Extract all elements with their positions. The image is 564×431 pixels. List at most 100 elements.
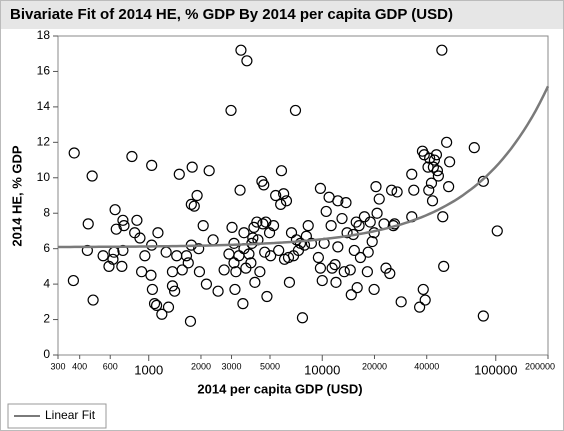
y-tick-label: 8: [43, 205, 50, 219]
x-tick-label: 10000: [304, 362, 340, 377]
point: [344, 264, 356, 276]
point: [243, 248, 255, 260]
point: [316, 274, 328, 287]
point: [305, 237, 318, 249]
point: [385, 184, 398, 196]
point: [425, 177, 438, 189]
point: [212, 285, 224, 297]
point: [332, 195, 344, 207]
point: [156, 308, 168, 320]
point: [354, 251, 367, 264]
point: [370, 181, 382, 193]
chart-title: Bivariate Fit of 2014 HE, % GDP By 2014 …: [10, 6, 453, 23]
point: [116, 260, 128, 272]
x-tick-label: 400: [72, 361, 87, 371]
point: [336, 212, 348, 225]
point: [265, 250, 277, 262]
point: [237, 298, 249, 310]
point: [477, 175, 489, 187]
point: [261, 290, 273, 303]
point: [97, 250, 109, 262]
x-axis-label: 2014 per capita GDP (USD): [197, 381, 362, 396]
y-tick-label: 6: [43, 241, 50, 255]
point: [146, 239, 158, 251]
point: [249, 276, 261, 288]
point: [350, 216, 362, 228]
x-tick-label: 5000: [260, 361, 280, 371]
y-tick-label: 16: [37, 64, 51, 78]
y-tick-label: 14: [37, 99, 51, 113]
point: [468, 142, 480, 154]
point: [329, 259, 341, 271]
point: [169, 285, 181, 297]
point: [185, 198, 197, 210]
point: [312, 251, 324, 264]
point: [437, 211, 449, 223]
point: [126, 150, 138, 163]
point: [109, 204, 121, 216]
point: [131, 214, 143, 226]
point: [197, 220, 209, 232]
point: [419, 294, 431, 306]
point: [340, 196, 352, 209]
point: [188, 200, 200, 212]
point: [226, 221, 238, 233]
point: [82, 218, 94, 230]
point: [290, 234, 303, 246]
point: [148, 298, 161, 310]
point: [325, 220, 337, 232]
x-tick-label: 600: [103, 361, 118, 371]
point: [417, 283, 429, 296]
point: [280, 195, 293, 207]
point: [477, 310, 489, 322]
point: [184, 315, 197, 327]
point: [225, 104, 237, 117]
point: [371, 207, 383, 219]
point: [431, 165, 444, 177]
fit-line: [58, 85, 550, 249]
x-tick-label: 100000: [474, 362, 517, 377]
point: [182, 257, 194, 269]
point: [423, 184, 435, 196]
point: [117, 244, 129, 257]
point: [257, 218, 269, 230]
point: [353, 220, 365, 232]
point: [146, 283, 159, 296]
point: [254, 266, 266, 278]
point: [229, 283, 241, 296]
point: [406, 168, 418, 180]
point: [427, 161, 439, 173]
y-tick-label: 2: [43, 312, 50, 326]
y-tick-label: 18: [37, 28, 51, 42]
point: [117, 214, 129, 226]
point: [118, 220, 130, 232]
point: [491, 225, 503, 237]
point: [87, 294, 99, 306]
y-tick-label: 12: [37, 135, 51, 149]
point: [107, 253, 119, 265]
point: [251, 216, 263, 228]
point: [395, 296, 407, 308]
legend-label: Linear Fit: [45, 408, 96, 422]
point: [384, 267, 396, 280]
y-tick-label: 4: [43, 276, 50, 290]
x-tick-label: 300: [50, 361, 65, 371]
y-axis-label: 2014 HE, % GDP: [9, 145, 24, 246]
point: [278, 188, 290, 200]
point: [414, 301, 426, 313]
point: [364, 216, 376, 228]
x-tick-label: 1000: [134, 362, 163, 377]
point: [332, 241, 344, 253]
point: [162, 301, 175, 313]
point: [86, 170, 98, 182]
point: [289, 104, 302, 117]
point: [428, 154, 441, 166]
point: [273, 244, 285, 257]
point: [191, 189, 203, 202]
point: [373, 193, 385, 205]
point: [145, 269, 157, 281]
point: [351, 282, 363, 294]
y-tick-label: 10: [37, 170, 51, 184]
x-tick-label: 3000: [222, 361, 242, 371]
point: [152, 227, 164, 239]
